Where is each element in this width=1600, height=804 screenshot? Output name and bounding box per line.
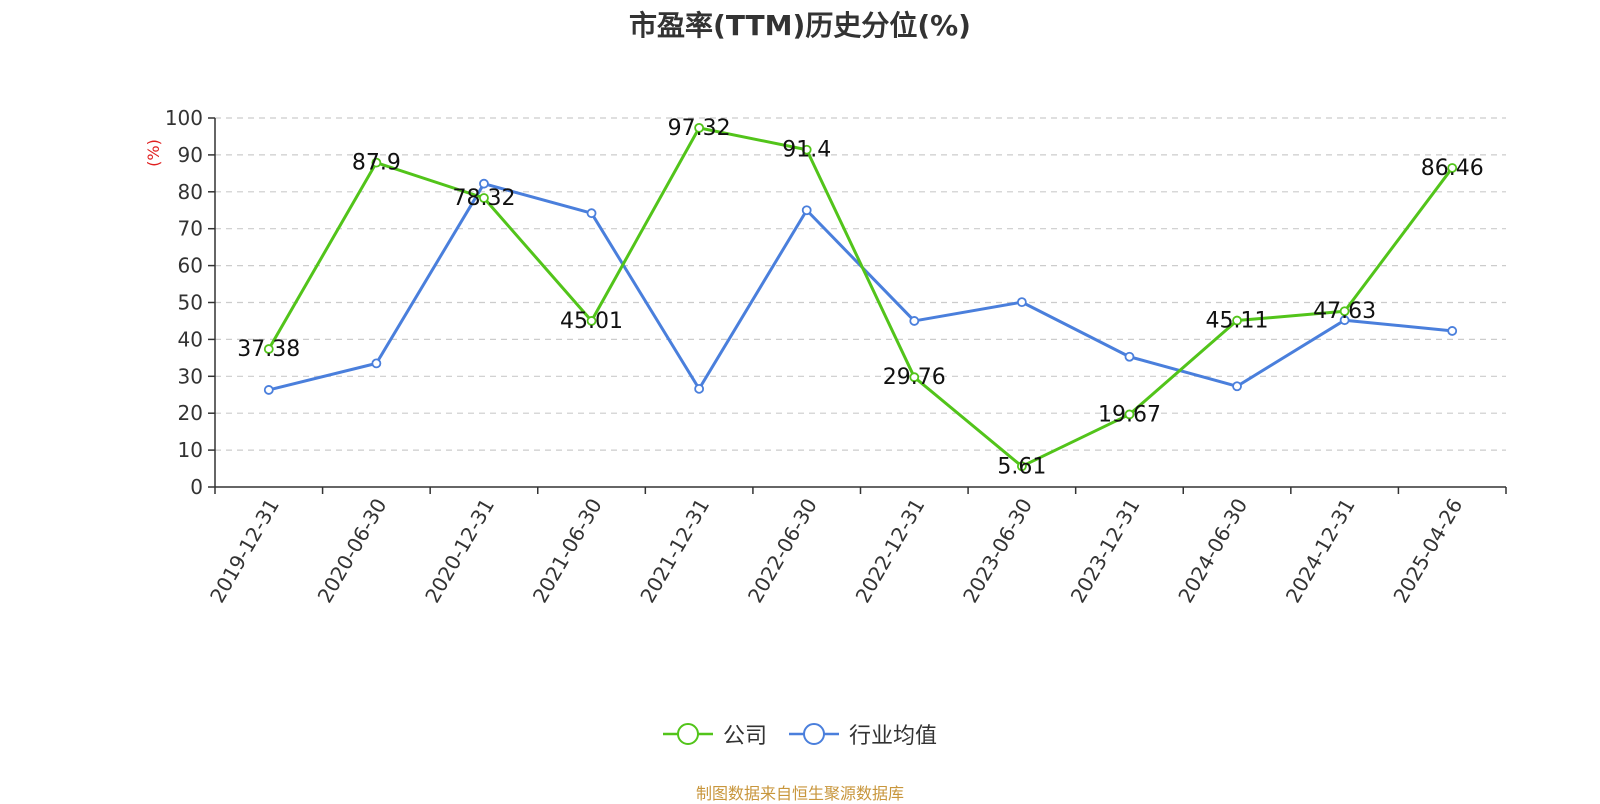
data-point [1016,297,1027,308]
label-layer: 37.38 87.9 78.32 45.01 97.32 91.4 29.76 5.61 19.… [237,116,1483,479]
data-point [909,372,920,383]
data-label: 47.63 [1313,299,1376,324]
data-point [263,385,274,395]
y-tick-label: 70 [178,217,203,241]
data-point [909,316,920,326]
data-point [371,157,382,168]
data-label: 37.38 [237,337,300,362]
data-label: 78.32 [452,186,515,211]
y-tick-label: 0 [190,475,203,499]
data-point [1232,315,1242,326]
legend-item-company[interactable]: 公司 [662,718,767,750]
data-point [263,344,274,354]
chart-title: 市盈率(TTM)历史分位(%) [629,9,971,42]
series-line [268,182,1453,392]
data-point [1447,326,1458,336]
data-point [479,193,489,203]
x-tick-label: 2022-12-31 [850,494,929,607]
source-note: 制图数据来自恒生聚源数据库 [695,784,904,803]
data-point [1339,315,1350,326]
data-point [371,358,382,369]
x-tick-label: 2025-04-26 [1388,494,1467,607]
data-point [1124,351,1135,362]
y-tick-label: 30 [178,364,203,388]
data-label: 29.76 [883,365,946,390]
x-tick-label: 2023-12-31 [1066,494,1145,607]
data-point [1016,461,1027,472]
y-tick-label: 10 [178,438,203,462]
data-point [1447,163,1458,173]
x-tick-label: 2022-06-30 [743,494,822,607]
x-tick-label: 2020-06-30 [313,494,392,607]
legend: 公司 行业均值 [0,718,1600,750]
y-tick-label: 100 [165,106,203,130]
data-point [801,205,812,216]
legend-label: 公司 [722,724,767,749]
y-tick-label: 50 [178,291,203,315]
x-tick-label: 2021-06-30 [528,494,607,607]
data-label: 97.32 [668,116,731,141]
x-tick-label: 2019-12-31 [205,494,284,607]
data-point [1124,409,1135,420]
y-tick-label: 90 [178,143,203,167]
data-point [1232,381,1242,392]
data-point [801,144,812,155]
data-label: 86.46 [1421,156,1484,181]
x-tick-label: 2023-06-30 [958,494,1037,607]
series-line [267,126,1454,468]
data-label: 45.01 [560,309,623,334]
data-label: 5.61 [997,454,1046,479]
data-label: 45.11 [1206,309,1269,334]
x-tick-label: 2020-12-31 [420,494,499,607]
data-point [586,208,597,219]
y-tick-label: 40 [178,327,203,351]
legend-label: 行业均值 [849,724,938,749]
y-tick-label: 80 [178,180,203,204]
x-tick-label: 2024-12-31 [1281,494,1360,607]
y-tick-label: 60 [178,254,203,278]
data-label: 91.4 [782,138,831,163]
legend-line-icon [662,723,713,745]
data-point [479,178,489,189]
data-point [586,316,597,326]
x-tick-label: 2021-12-31 [635,494,714,607]
legend-line-icon [789,723,839,745]
data-point [694,122,705,133]
data-label: 19.67 [1098,402,1161,427]
x-tick-label: 2024-06-30 [1173,494,1252,607]
data-point [694,383,705,394]
data-point [1339,306,1350,317]
legend-item-industry[interactable]: 行业均值 [789,718,937,750]
series-layer [263,122,1458,472]
y-axis-label: (%) [144,139,163,167]
data-label: 87.9 [352,151,401,176]
y-tick-label: 20 [178,401,203,425]
grid-layer [215,117,1506,451]
